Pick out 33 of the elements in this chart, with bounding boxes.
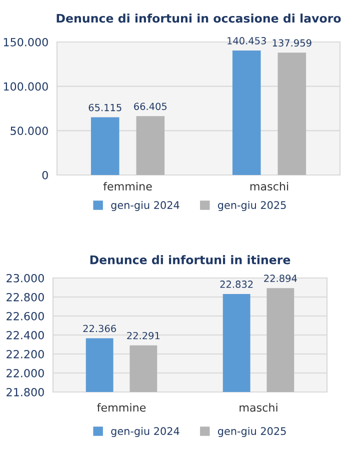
chart-title: Denunce di infortuni in itinere: [90, 255, 290, 264]
y-tick-label: 0: [42, 170, 48, 180]
data-label: 22.894: [264, 274, 297, 282]
bar: [278, 52, 306, 175]
x-tick-label: femmine: [97, 403, 146, 412]
y-tick-label: 22.800: [6, 292, 44, 302]
data-label: 65.115: [88, 104, 122, 112]
data-label: 22.832: [220, 280, 253, 288]
chart-title: Denunce di infortuni in occasione di lavoro: [56, 14, 341, 23]
legend-label: gen-giu 2024: [111, 200, 180, 212]
data-label: 137.959: [272, 39, 312, 47]
bar: [90, 117, 120, 175]
y-tick-label: 50.000: [10, 126, 48, 136]
y-tick-label: 22.400: [6, 330, 44, 340]
y-tick-label: 22.000: [6, 368, 44, 378]
y-tick-label: 21.800: [6, 388, 44, 396]
y-tick-label: 22.600: [6, 312, 44, 320]
y-tick-label: 22.200: [6, 350, 44, 358]
bar: [136, 116, 165, 175]
x-tick-label: femmine: [103, 182, 152, 191]
x-tick-label: maschi: [250, 182, 288, 191]
legend-label: gen-giu 2025: [218, 200, 286, 212]
y-tick-label: 150.000: [4, 38, 48, 46]
legend-label: gen-giu 2025: [218, 426, 286, 438]
bar: [232, 50, 261, 175]
data-label: 22.366: [83, 324, 116, 332]
data-label: 66.405: [134, 102, 167, 110]
data-label: 22.291: [127, 332, 160, 340]
x-tick-label: maschi: [240, 403, 278, 412]
data-label: 140.453: [228, 37, 266, 44]
y-tick-label: 100.000: [4, 82, 48, 91]
y-tick-label: 23.000: [6, 274, 44, 282]
legend-label: gen-giu 2024: [111, 426, 180, 438]
